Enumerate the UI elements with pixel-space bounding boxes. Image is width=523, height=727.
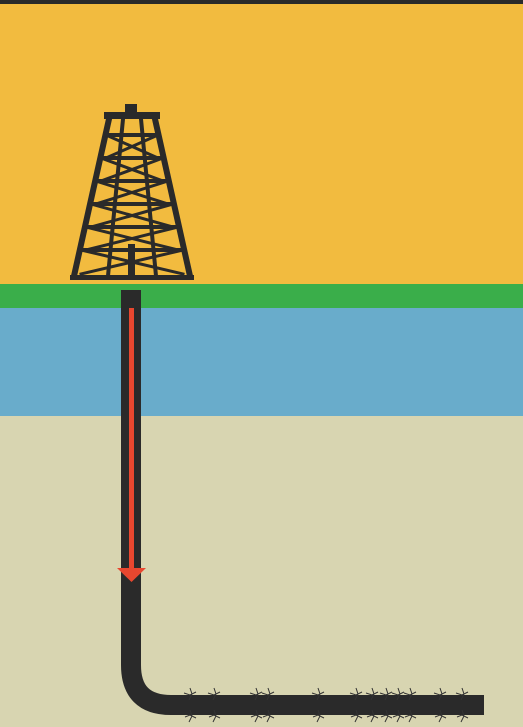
fracture-mark: [433, 687, 447, 723]
rig-crown-block: [125, 104, 137, 112]
fracture-mark: [207, 687, 221, 723]
rig-cross-brace: [94, 179, 170, 206]
fracture-mark: [261, 687, 275, 723]
well-bore-pipe: [121, 290, 484, 715]
drilling-rig-icon: [70, 104, 194, 280]
fracture-mark: [379, 687, 393, 723]
rig-cross-brace: [99, 156, 165, 183]
rig-crown-platform: [104, 112, 160, 119]
sky-layer: [0, 4, 523, 284]
arrow-shaft: [129, 308, 134, 570]
fracture-mark: [365, 687, 379, 723]
fractures-group: [183, 687, 469, 723]
rig-base: [70, 275, 194, 280]
down-arrow-icon: [117, 308, 146, 582]
shale-layer: [0, 416, 523, 727]
fracture-mark: [249, 687, 263, 723]
fracture-mark: [391, 687, 405, 723]
rig-cross-brace: [104, 133, 160, 160]
fracture-mark: [311, 687, 325, 723]
aquifer-layer: [0, 308, 523, 416]
fracture-mark: [349, 687, 363, 723]
rig-cross-brace: [84, 225, 180, 252]
fracture-mark: [183, 687, 197, 723]
rig-cross-brace: [89, 202, 175, 229]
fracture-mark: [403, 687, 417, 723]
rig-drill-stem: [128, 244, 135, 278]
fracture-mark: [455, 687, 469, 723]
top-frame-line: [0, 0, 523, 4]
ground-surface-layer: [0, 284, 523, 308]
arrow-head: [117, 568, 146, 582]
